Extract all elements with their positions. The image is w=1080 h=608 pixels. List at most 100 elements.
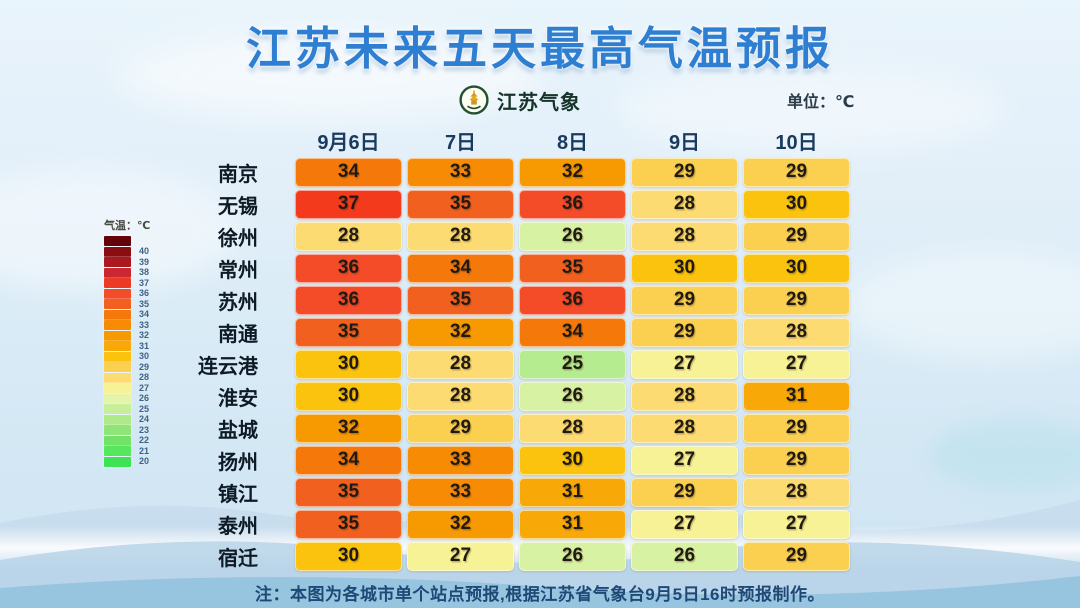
legend-item: 20	[104, 457, 150, 468]
temp-cell: 29	[631, 285, 738, 315]
table-body: 南京 34 33 32 29 29 无锡 37 35 36 28 30 徐州 28 28 26 28 29 常州 36…	[185, 156, 855, 572]
legend-item: 27	[104, 383, 150, 394]
legend-item: 25	[104, 404, 150, 415]
temp-cell: 27	[743, 509, 850, 539]
city-label: 徐州	[218, 227, 258, 250]
temp-cell: 28	[631, 221, 738, 251]
temp-cell: 27	[631, 445, 738, 475]
table-row: 无锡 37 35 36 28 30	[185, 188, 855, 220]
legend-value: 28	[139, 372, 150, 383]
temp-cell: 32	[407, 317, 514, 347]
legend-swatch	[104, 404, 131, 415]
legend-swatch	[104, 309, 131, 320]
legend-items: 40 39 38 37 36 35 34 33 32 31 30 29 28 27 26 25 24 23 22 21…	[104, 236, 150, 467]
table-row: 徐州 28 28 26 28 29	[185, 220, 855, 252]
legend-value: 34	[139, 309, 150, 320]
table-row: 宿迁 30 27 26 26 29	[185, 540, 855, 572]
legend-item: 36	[104, 289, 150, 300]
temp-cell: 35	[407, 285, 514, 315]
temp-cell: 34	[407, 253, 514, 283]
table-header-row: 9月6日 7日 8日 9日 10日	[185, 126, 855, 154]
legend-value: 20	[139, 456, 150, 467]
city-label: 镇江	[218, 483, 258, 506]
temp-cell: 35	[295, 317, 402, 347]
temp-cell: 34	[295, 445, 402, 475]
temp-cell: 36	[295, 253, 402, 283]
table-row: 常州 36 34 35 30 30	[185, 252, 855, 284]
temp-cell: 32	[519, 157, 626, 187]
temp-cell: 30	[631, 253, 738, 283]
legend-item: 22	[104, 436, 150, 447]
date-header: 9月6日	[317, 131, 380, 154]
city-label: 宿迁	[218, 547, 258, 570]
temp-cell: 35	[519, 253, 626, 283]
legend-value: 21	[139, 445, 150, 456]
temp-cell: 35	[295, 509, 402, 539]
temp-cell: 36	[519, 189, 626, 219]
date-header: 10日	[775, 131, 818, 154]
legend-swatch	[104, 236, 131, 247]
cloud-shape	[840, 250, 1080, 360]
temp-cell: 26	[631, 541, 738, 571]
legend-item: 24	[104, 415, 150, 426]
temp-cell: 32	[295, 413, 402, 443]
legend-swatch	[104, 383, 131, 394]
legend-value: 24	[139, 414, 150, 425]
temp-cell: 30	[295, 381, 402, 411]
legend-value: 32	[139, 330, 150, 341]
table-row: 连云港 30 28 25 27 27	[185, 348, 855, 380]
legend-value: 38	[139, 267, 150, 278]
city-label: 苏州	[218, 291, 258, 314]
legend-item: 21	[104, 446, 150, 457]
legend-value: 30	[139, 351, 150, 362]
table-row: 淮安 30 28 26 28 31	[185, 380, 855, 412]
city-label: 南京	[218, 163, 258, 186]
temp-cell: 28	[519, 413, 626, 443]
city-label: 淮安	[218, 387, 258, 410]
legend-item	[104, 236, 150, 247]
legend-swatch	[104, 446, 131, 457]
temp-cell: 31	[743, 381, 850, 411]
date-header: 7日	[444, 131, 477, 154]
temp-cell: 28	[631, 381, 738, 411]
legend-swatch	[104, 299, 131, 310]
temp-cell: 28	[743, 317, 850, 347]
legend-item: 37	[104, 278, 150, 289]
temp-cell: 26	[519, 541, 626, 571]
date-header: 8日	[556, 131, 589, 154]
temp-cell: 33	[407, 445, 514, 475]
temp-cell: 31	[519, 477, 626, 507]
legend-swatch	[104, 425, 131, 436]
legend-swatch	[104, 372, 131, 383]
city-label: 常州	[218, 259, 258, 282]
legend-value: 40	[139, 246, 150, 257]
legend-item: 29	[104, 362, 150, 373]
legend-swatch	[104, 362, 131, 373]
city-label: 泰州	[218, 515, 258, 538]
temp-cell: 28	[407, 221, 514, 251]
temp-cell: 30	[519, 445, 626, 475]
temp-cell: 37	[295, 189, 402, 219]
legend-item: 39	[104, 257, 150, 268]
temp-cell: 29	[631, 157, 738, 187]
legend-value: 23	[139, 424, 150, 435]
temp-cell: 27	[631, 349, 738, 379]
city-label: 盐城	[218, 419, 258, 442]
legend-title: 气温：℃	[104, 220, 151, 232]
temp-cell: 28	[631, 413, 738, 443]
temp-cell: 28	[295, 221, 402, 251]
temp-cell: 28	[743, 477, 850, 507]
legend-value: 29	[139, 361, 150, 372]
legend-item: 33	[104, 320, 150, 331]
city-label: 无锡	[218, 195, 258, 218]
temp-cell: 28	[407, 381, 514, 411]
temperature-legend: 气温：℃ 40 39 38 37 36 35 34 33 32 31 30 29 28 27 26 25 24 2…	[104, 217, 150, 467]
page-title: 江苏未来五天最高气温预报	[245, 23, 834, 74]
legend-item: 32	[104, 331, 150, 342]
temp-cell: 30	[295, 349, 402, 379]
temp-cell: 26	[519, 381, 626, 411]
city-label: 南通	[218, 323, 258, 346]
legend-value: 36	[139, 288, 150, 299]
temp-cell: 29	[743, 221, 850, 251]
temp-cell: 29	[631, 477, 738, 507]
